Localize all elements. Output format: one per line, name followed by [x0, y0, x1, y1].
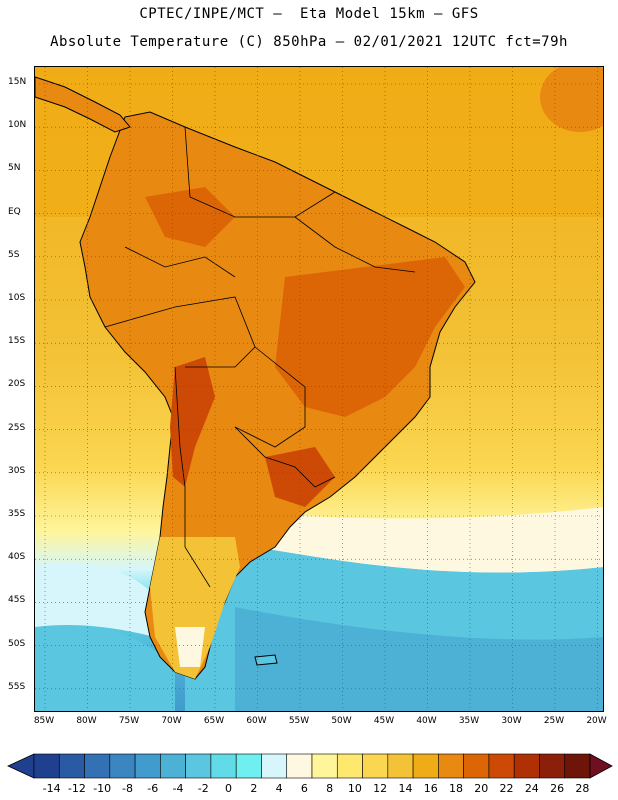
colorbar-tick-label: 6 — [300, 782, 308, 795]
latitude-label: 15N — [8, 77, 27, 87]
colorbar-tick-label: 16 — [423, 782, 438, 795]
latitude-label: 20S — [8, 379, 26, 390]
latitude-label: 5N — [8, 163, 21, 174]
colorbar-segment — [134, 753, 161, 779]
colorbar-segment — [564, 753, 591, 779]
colorbar-segment — [185, 753, 212, 779]
colorbar-segment — [539, 753, 566, 779]
latitude-label: 45S — [8, 595, 26, 606]
colorbar-tick-label: -4 — [172, 782, 184, 795]
colorbar-segment — [463, 753, 490, 779]
colorbar-tick-label: 0 — [225, 782, 233, 795]
longitude-label: 45W — [373, 716, 395, 726]
colorbar-tick-label: 14 — [398, 782, 413, 795]
colorbar-segment — [58, 753, 85, 779]
colorbar-tick-label: 12 — [373, 782, 388, 795]
southern-tip-cool-area — [175, 627, 205, 667]
colorbar-tick-label: 8 — [326, 782, 334, 795]
colorbar-tick-label: -12 — [67, 782, 86, 795]
colorbar-segment — [387, 753, 414, 779]
longitude-label: 70W — [161, 716, 182, 726]
longitude-label: 30W — [501, 716, 522, 726]
longitude-label: 35W — [458, 716, 480, 726]
map-panel — [34, 66, 604, 712]
latitude-label: 10N — [8, 120, 27, 131]
south-brazil-hot-area — [265, 447, 335, 507]
colorbar-segment — [311, 753, 338, 779]
colorbar-tick-label: 20 — [474, 782, 489, 795]
longitude-label: 75W — [118, 716, 140, 726]
title-line-1: CPTEC/INPE/MCT – Eta Model 15km – GFS — [139, 6, 479, 22]
colorbar-segment — [336, 753, 363, 779]
longitude-label: 40W — [416, 716, 437, 726]
brazil-hot-interior — [275, 257, 465, 417]
colorbar-tick-label: 24 — [524, 782, 539, 795]
longitude-label: 25W — [543, 716, 565, 726]
colorbar-segment — [84, 753, 111, 779]
colorbar-max-arrow — [589, 753, 613, 779]
colorbar-tick-label: -6 — [147, 782, 159, 795]
colorbar-tick-label: 22 — [499, 782, 514, 795]
latitude-label: 10S — [8, 293, 26, 303]
colorbar-segment — [438, 753, 464, 779]
latitude-label: 5S — [8, 249, 20, 260]
colorbar — [7, 753, 613, 779]
latitude-label: 35S — [8, 509, 26, 519]
longitude-label: 55W — [288, 716, 310, 726]
colorbar-tick-label: 4 — [275, 782, 283, 795]
colorbar-tick-label: 28 — [575, 782, 590, 795]
latitude-label: 15S — [8, 336, 26, 347]
longitude-label: 60W — [246, 716, 267, 726]
colorbar-segment — [33, 753, 60, 779]
latitude-label: 55S — [8, 681, 26, 692]
colorbar-segment — [160, 753, 186, 779]
latitude-label: EQ — [8, 206, 21, 217]
longitude-label: 85W — [33, 716, 55, 726]
longitude-label: 65W — [203, 716, 225, 726]
colorbar-tick-label: -8 — [121, 782, 133, 795]
south-pacific-cool-region — [35, 563, 165, 637]
colorbar-segment — [513, 753, 540, 779]
longitude-label: 50W — [331, 716, 352, 726]
colorbar-segment — [235, 753, 262, 779]
colorbar-tick-label: 18 — [449, 782, 463, 795]
latitude-label: 50S — [8, 638, 26, 649]
colorbar-tick-label: -2 — [197, 782, 209, 795]
graticule — [35, 67, 603, 711]
colorbar-tick-label: -14 — [42, 782, 61, 795]
temperature-map — [35, 67, 603, 711]
title-line-2: Absolute Temperature (C) 850hPa – 02/01/… — [50, 34, 568, 50]
latitude-label: 25S — [8, 422, 26, 433]
colorbar-segment — [412, 753, 439, 779]
colorbar-segment — [488, 753, 515, 779]
colorbar-segment — [210, 753, 237, 779]
latitude-label: 30S — [8, 465, 26, 476]
longitude-label: 20W — [586, 716, 607, 726]
falkland-islands — [254, 654, 278, 666]
central-america-land — [35, 76, 131, 133]
colorbar-segment — [109, 753, 136, 779]
colorbar-segment — [362, 753, 389, 779]
longitude-label: 80W — [76, 716, 97, 726]
colorbar-tick-label: 10 — [347, 782, 362, 795]
northeast-warm-patch — [540, 67, 603, 132]
colorbar-min-arrow — [7, 753, 35, 779]
south-pacific-cold-region — [35, 624, 175, 711]
latitude-label: 40S — [8, 552, 26, 563]
colorbar-tick-label: -10 — [93, 782, 112, 795]
colorbar-tick-label: 2 — [250, 782, 258, 795]
colorbar-segment — [286, 753, 313, 779]
south-atlantic-colder-region — [235, 607, 603, 711]
north-hot-area — [145, 187, 235, 247]
colorbar-tick-label: 26 — [550, 782, 565, 795]
colorbar-segment — [261, 753, 288, 779]
